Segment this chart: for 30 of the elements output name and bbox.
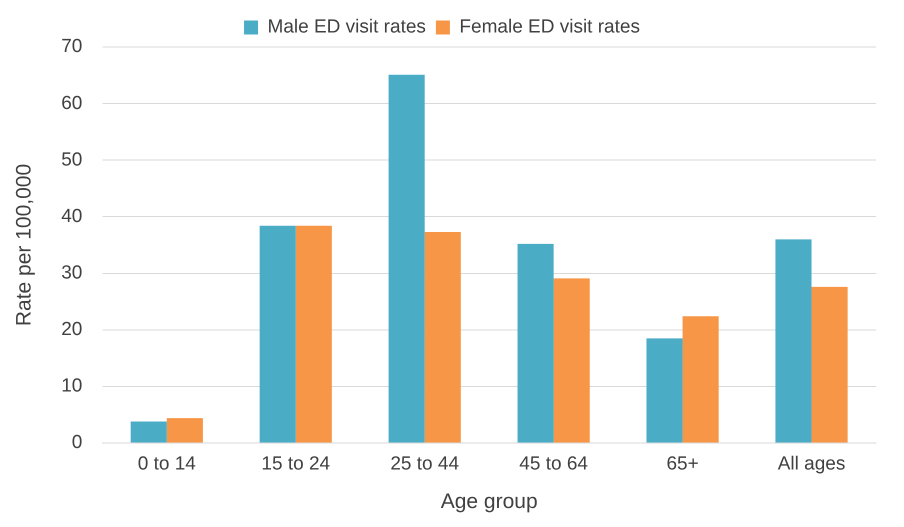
bar bbox=[388, 74, 425, 442]
y-tick-label: 30 bbox=[61, 262, 82, 284]
x-tick-label: 0 to 14 bbox=[138, 454, 196, 475]
y-tick-label: 40 bbox=[61, 206, 82, 227]
bar bbox=[130, 422, 167, 442]
bar bbox=[682, 316, 719, 442]
x-tick-label: 25 to 44 bbox=[390, 454, 460, 475]
y-tick-label: 10 bbox=[61, 376, 82, 397]
bar bbox=[554, 278, 590, 442]
legend-label: Female ED visit rates bbox=[459, 16, 640, 38]
y-tick-label: 70 bbox=[61, 36, 82, 58]
y-tick-label: 50 bbox=[61, 149, 82, 170]
x-tick-label: 65+ bbox=[666, 454, 699, 475]
x-tick-label: 45 to 64 bbox=[519, 454, 588, 475]
legend-label: Male ED visit rates bbox=[268, 16, 426, 38]
bar bbox=[166, 418, 203, 442]
y-tick-label: 60 bbox=[61, 92, 82, 114]
y-axis-title: Rate per 100,000 bbox=[12, 164, 36, 326]
bar bbox=[260, 226, 296, 442]
bar bbox=[518, 244, 554, 442]
bar bbox=[775, 239, 812, 442]
y-tick-label: 0 bbox=[72, 432, 82, 454]
x-tick-label: 15 to 24 bbox=[261, 454, 331, 475]
x-tick-label: All ages bbox=[778, 454, 846, 475]
bar bbox=[424, 232, 461, 442]
x-axis-title: Age group bbox=[440, 490, 538, 514]
bar bbox=[296, 226, 332, 442]
y-tick-label: 20 bbox=[61, 319, 82, 340]
bar bbox=[646, 338, 683, 442]
bar bbox=[812, 286, 848, 442]
